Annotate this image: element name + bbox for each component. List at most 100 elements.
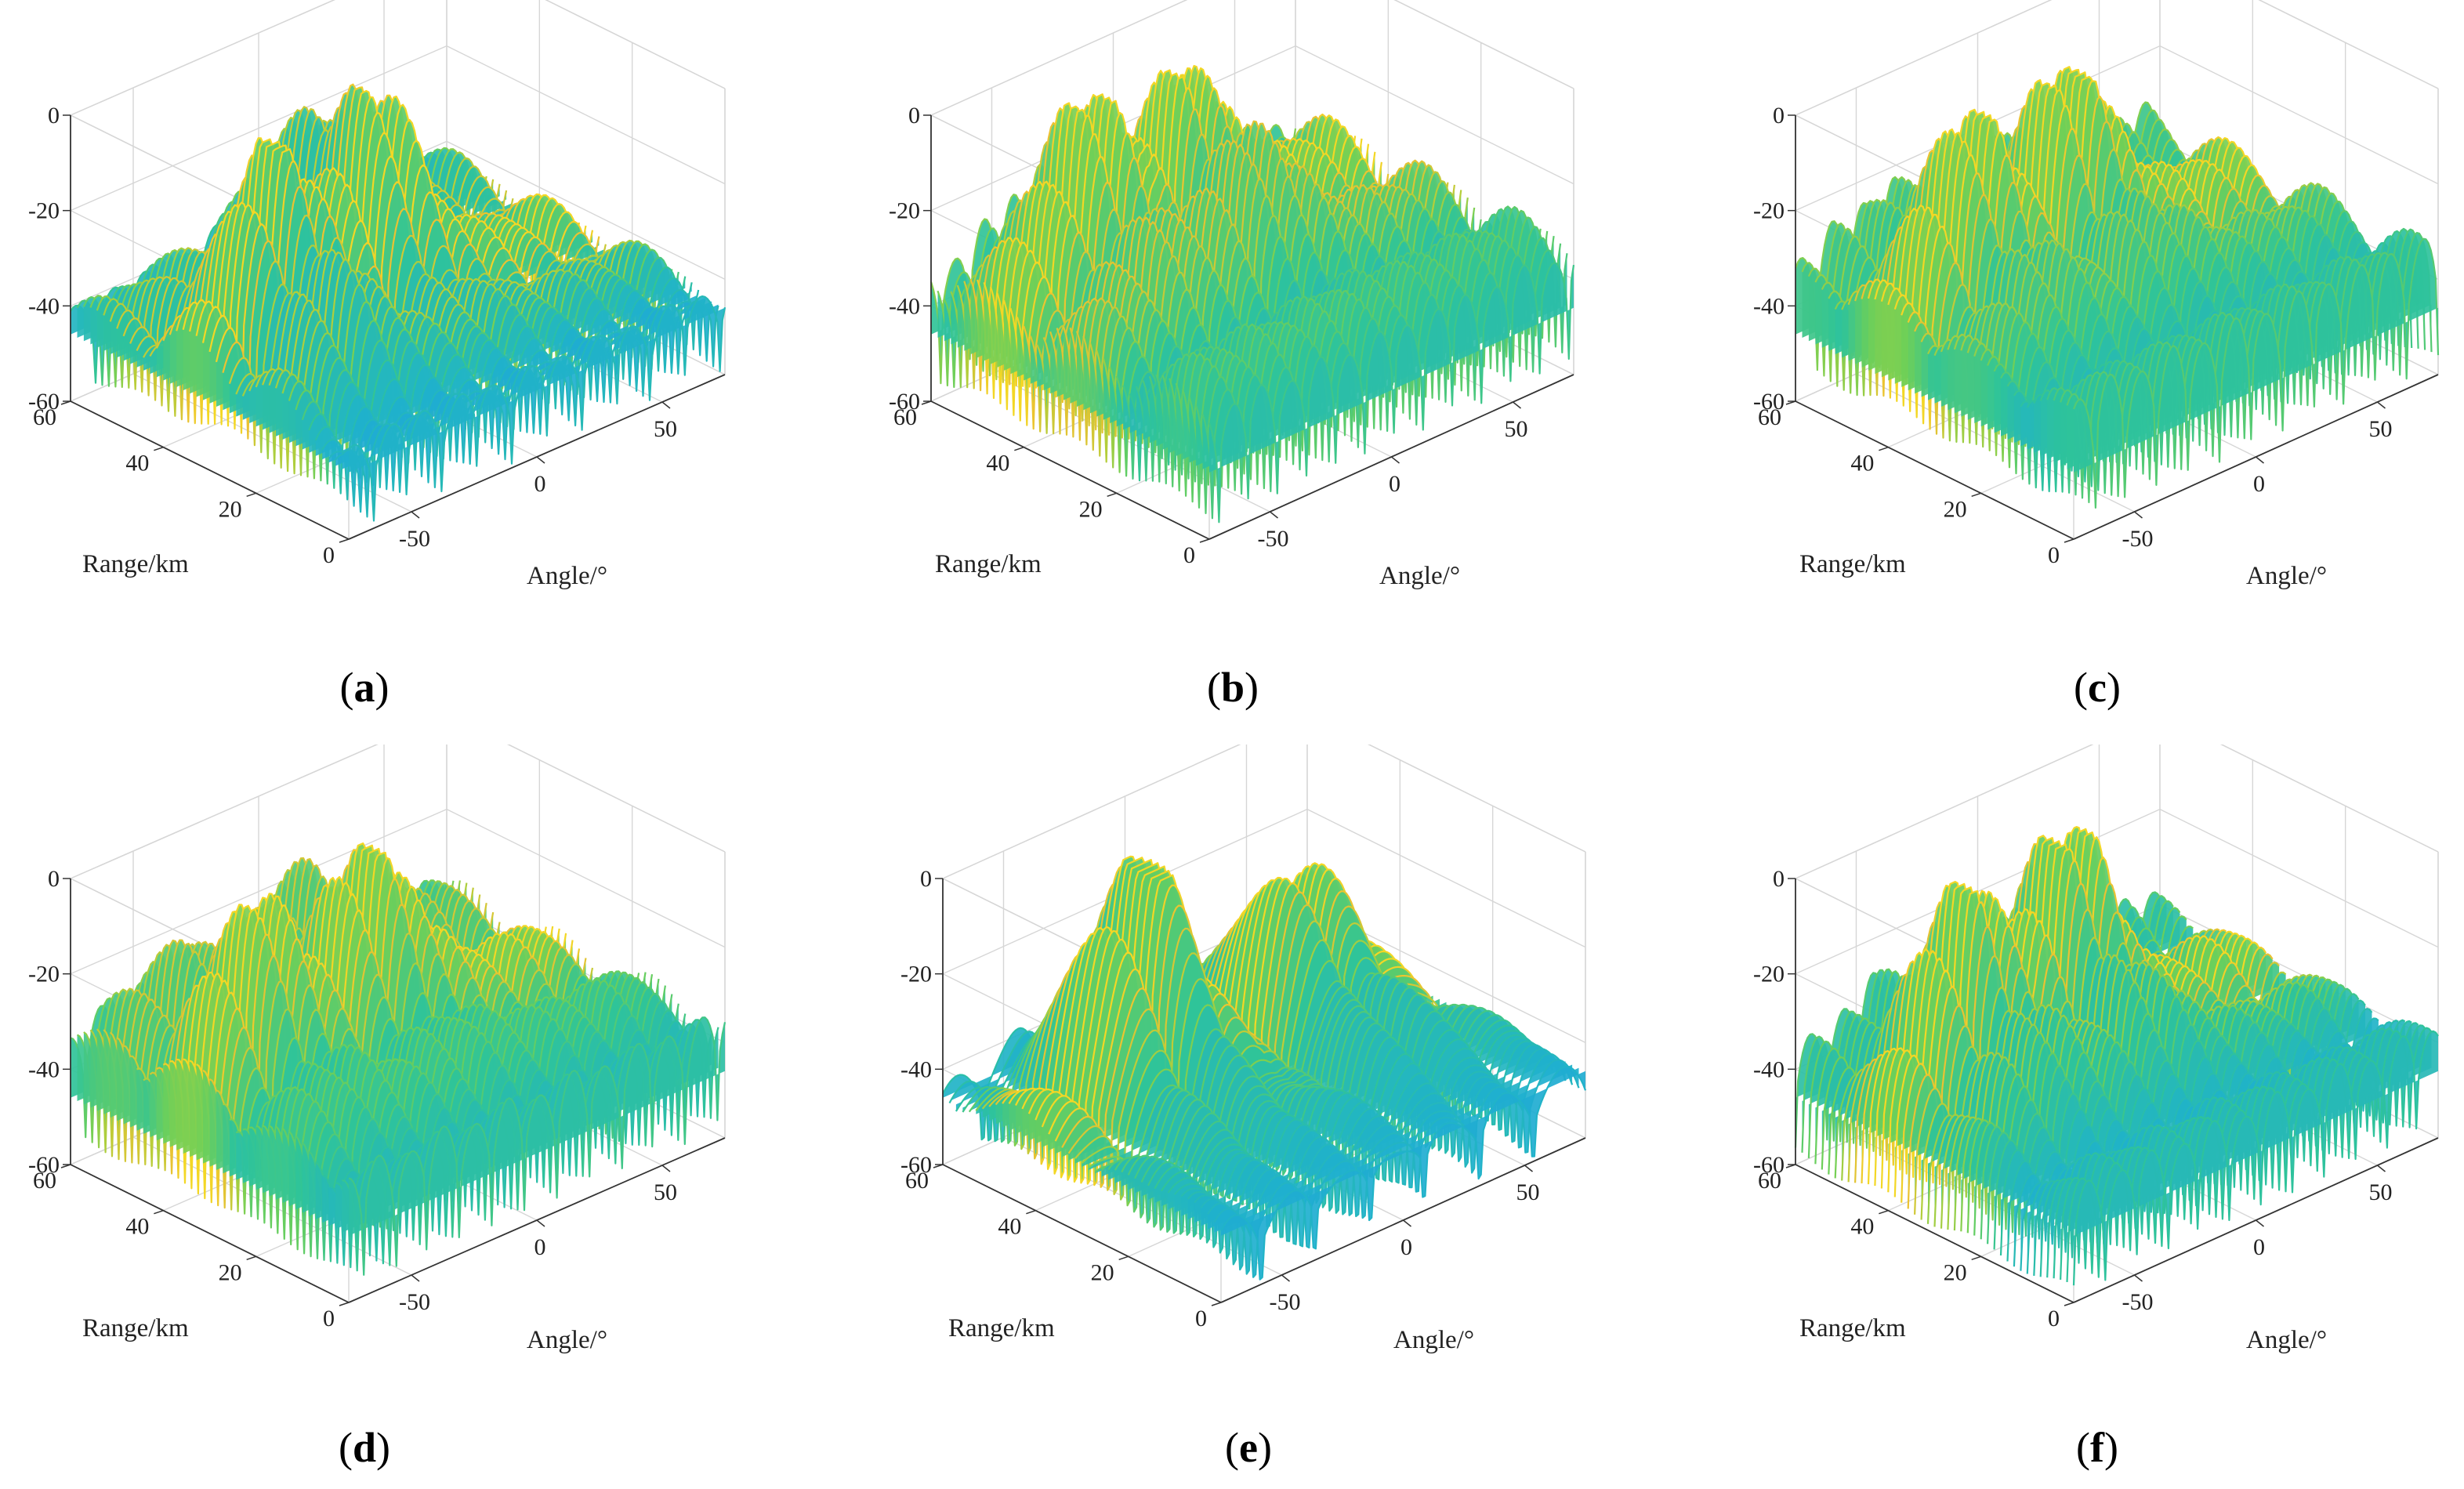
range-tick-label: 40 bbox=[125, 451, 149, 476]
range-tick-label: 0 bbox=[2048, 542, 2060, 568]
angle-tick-label: 0 bbox=[1389, 471, 1400, 497]
z-tick-label: -60 bbox=[28, 1152, 60, 1178]
angle-tick-mark bbox=[536, 1219, 545, 1227]
surface-ridge-line bbox=[262, 245, 640, 473]
caption-open-a: ( bbox=[340, 664, 354, 711]
angle-tick-label: 0 bbox=[2253, 1234, 2265, 1260]
panel-f: -50 0 50 0 20 40 60 -60 -40 -20 0 Range/km Angle/°… bbox=[1643, 744, 2464, 1489]
side-wall-gridline-h bbox=[2258, 0, 2439, 89]
surface-ridge-line bbox=[262, 970, 640, 1234]
range-tick-label: 0 bbox=[323, 542, 335, 568]
panel-d: -50 0 50 0 20 40 60 -60 -40 -20 0 Range/km Angle/°… bbox=[0, 744, 821, 1489]
angle-tick-mark bbox=[1270, 511, 1278, 519]
surface-ridge-line bbox=[308, 1000, 687, 1261]
surface-ridge-line bbox=[189, 851, 567, 1200]
range-tick-label: 0 bbox=[1183, 542, 1195, 568]
z-tick-label: 0 bbox=[1773, 103, 1785, 129]
ticks-a: -50 0 50 0 20 40 60-60 -40 -20 0 bbox=[28, 103, 677, 568]
caption-f: (f) bbox=[2076, 1424, 2118, 1471]
caption-open-c: ( bbox=[2074, 664, 2088, 711]
range-tick-mark bbox=[2064, 538, 2074, 543]
surface-strip bbox=[2074, 238, 2438, 508]
surface-ridge-line bbox=[1187, 1040, 1553, 1260]
caption-d: (d) bbox=[339, 1424, 390, 1471]
range-axis-label-d: Range/km bbox=[82, 1314, 189, 1342]
angle-tick-mark bbox=[2256, 456, 2264, 464]
surface-ridge-line bbox=[223, 962, 600, 1212]
angle-axis-label-e: Angle/° bbox=[1393, 1326, 1474, 1354]
surface-ridge-line bbox=[268, 241, 647, 475]
range-tick-label: 20 bbox=[1079, 496, 1103, 522]
surface-strip bbox=[2074, 1031, 2438, 1286]
surface-d bbox=[70, 842, 727, 1276]
surface-ridge-line bbox=[255, 970, 633, 1229]
angle-tick-mark bbox=[661, 1165, 671, 1172]
range-axis-line bbox=[1795, 1164, 2074, 1303]
surface-ridge-line bbox=[216, 932, 594, 1211]
z-tick-label: -40 bbox=[28, 1056, 60, 1082]
range-axis-label-a: Range/km bbox=[82, 550, 189, 578]
surface-ridge-line bbox=[301, 992, 679, 1259]
box-edge bbox=[1795, 0, 2053, 116]
z-tick-label: -20 bbox=[1753, 198, 1785, 224]
surface-ridge-line bbox=[288, 981, 666, 1255]
surface-ridge-line bbox=[348, 1016, 727, 1276]
angle-tick-mark bbox=[2134, 1274, 2143, 1282]
angle-tick-mark bbox=[2377, 1165, 2386, 1172]
back-wall-gridline-h bbox=[70, 809, 448, 975]
z-tick-label: -40 bbox=[28, 293, 60, 319]
caption-close-b: ) bbox=[1245, 664, 1259, 711]
angle-tick-mark bbox=[1513, 401, 1521, 409]
box-edge bbox=[1795, 744, 2094, 879]
ticks-e: -50 0 50 0 20 40 60-60 -40 -20 0 bbox=[900, 866, 1540, 1331]
angle-tick-mark bbox=[536, 456, 545, 464]
z-tick-label: -60 bbox=[889, 389, 920, 415]
angle-tick-label: 0 bbox=[2253, 471, 2265, 497]
range-tick-mark bbox=[1971, 492, 1981, 498]
angle-tick-label: 0 bbox=[1400, 1234, 1412, 1260]
surface-ridge-line bbox=[295, 986, 673, 1258]
ticks-b: -50 0 50 0 20 40 60-60 -40 -20 0 bbox=[889, 103, 1528, 568]
surface-ridge-line bbox=[1180, 1037, 1547, 1254]
angle-tick-mark bbox=[411, 511, 420, 519]
surface-ridge-line bbox=[222, 185, 600, 440]
caption-letter-c: c bbox=[2088, 664, 2107, 711]
surface-ridge-line bbox=[162, 849, 541, 1179]
caption-letter-d: d bbox=[353, 1424, 376, 1471]
side-wall-gridline-h bbox=[2159, 904, 2439, 1043]
ticks-f: -50 0 50 0 20 40 60-60 -40 -20 0 bbox=[1753, 866, 2393, 1331]
range-tick-label: 60 bbox=[33, 404, 56, 430]
surface-ridge-line bbox=[2072, 237, 2440, 509]
angle-tick-label: -50 bbox=[399, 1289, 430, 1315]
surface-ridge-line bbox=[183, 847, 560, 1195]
angle-tick-label: -50 bbox=[2122, 526, 2154, 552]
surface-ridge-line bbox=[315, 1009, 693, 1263]
angle-tick-mark bbox=[1391, 456, 1400, 464]
range-axis-label-b: Range/km bbox=[935, 550, 1042, 578]
range-tick-mark bbox=[1118, 1255, 1129, 1261]
side-wall-gridline-h bbox=[1393, 0, 1574, 89]
range-tick-label: 40 bbox=[1850, 451, 1874, 476]
range-tick-label: 20 bbox=[1091, 1259, 1114, 1285]
z-tick-label: -40 bbox=[1753, 293, 1785, 319]
range-tick-label: 60 bbox=[893, 404, 917, 430]
angle-axis-label-b: Angle/° bbox=[1379, 562, 1460, 590]
z-tick-label: 0 bbox=[908, 103, 920, 129]
angle-tick-mark bbox=[1524, 1165, 1533, 1172]
box-edge bbox=[507, 744, 726, 853]
box-edge bbox=[930, 0, 1188, 116]
range-tick-mark bbox=[339, 538, 350, 543]
side-wall-gridline-h bbox=[446, 140, 726, 280]
box-edge bbox=[1368, 744, 1586, 853]
surface-ridge-line bbox=[348, 295, 727, 522]
side-wall-gridline-h bbox=[545, 0, 726, 89]
surface-ridge-line bbox=[195, 857, 574, 1204]
z-tick-label: -60 bbox=[1753, 389, 1785, 415]
caption-open-e: ( bbox=[1225, 1424, 1239, 1471]
angle-tick-mark bbox=[2134, 511, 2143, 519]
range-tick-mark bbox=[1026, 1209, 1036, 1215]
caption-letter-f: f bbox=[2090, 1424, 2105, 1471]
z-tick-label: 0 bbox=[48, 103, 60, 129]
range-tick-label: 0 bbox=[2048, 1306, 2060, 1331]
